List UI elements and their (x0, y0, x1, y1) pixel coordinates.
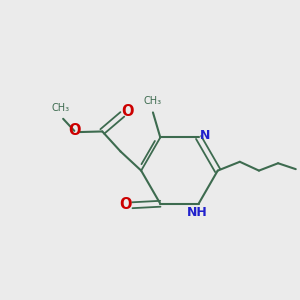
Text: N: N (200, 129, 210, 142)
Text: CH₃: CH₃ (144, 96, 162, 106)
Text: CH₃: CH₃ (52, 103, 70, 113)
Text: O: O (120, 197, 132, 212)
Text: NH: NH (187, 206, 208, 219)
Text: O: O (122, 104, 134, 119)
Text: O: O (68, 123, 81, 138)
